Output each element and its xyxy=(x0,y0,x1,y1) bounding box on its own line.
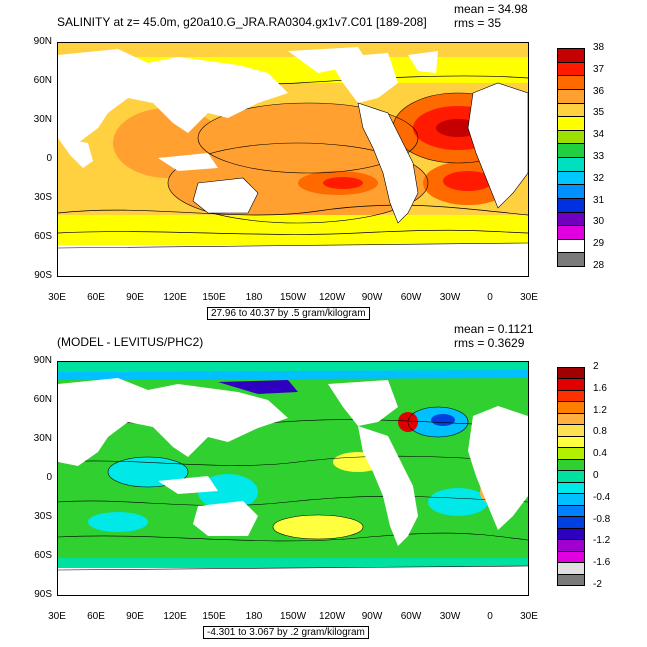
contour-range-info: 27.96 to 40.37 by .5 gram/kilogram xyxy=(207,307,370,320)
colorbar-segment xyxy=(557,102,585,118)
lon-label: 120W xyxy=(318,292,346,303)
colorbar-tick-label: 30 xyxy=(593,216,605,227)
colorbar-tick-label: 28 xyxy=(593,260,605,271)
lon-label: 30E xyxy=(48,611,66,622)
lon-label: 150W xyxy=(279,611,307,622)
lon-label: 90W xyxy=(361,611,383,622)
salinity-colorbar: 38 37 36 35 34 33 32 31 30 29 28 xyxy=(557,42,637,271)
lon-label: 180 xyxy=(245,292,263,303)
lon-label: 30W xyxy=(439,611,461,622)
colorbar-segment xyxy=(557,170,585,186)
lon-label: 90E xyxy=(126,292,144,303)
lat-label: 60N xyxy=(33,75,52,86)
difference-map xyxy=(57,361,529,596)
lat-label: 60S xyxy=(34,231,52,242)
colorbar-tick-label: 1.6 xyxy=(593,383,607,394)
lon-label: 120E xyxy=(163,611,187,622)
contour-range-info: -4.301 to 3.067 by .2 gram/kilogram xyxy=(203,626,369,639)
colorbar-tick-label: 35 xyxy=(593,107,605,118)
lat-label: 30N xyxy=(33,433,52,444)
colorbar-tick-label: 37 xyxy=(593,64,605,75)
lat-label: 0 xyxy=(46,472,52,483)
lat-label: 90N xyxy=(33,355,52,366)
panel-title: SALINITY at z= 45.0m, g20a10.G_JRA.RA030… xyxy=(57,15,427,29)
lat-label: 30N xyxy=(33,114,52,125)
mean-value: mean = 34.98 xyxy=(454,2,528,16)
colorbar-segment xyxy=(557,48,585,63)
lon-label: 90W xyxy=(361,292,383,303)
lon-label: 120E xyxy=(163,292,187,303)
lon-label: 120W xyxy=(318,611,346,622)
rms-value: rms = 35 xyxy=(454,16,502,30)
lon-label: 150E xyxy=(202,611,226,622)
lon-label: 90E xyxy=(126,611,144,622)
lon-label: 30E xyxy=(520,611,538,622)
colorbar-segment xyxy=(557,157,585,172)
lon-label: 60W xyxy=(400,292,422,303)
colorbar-segment xyxy=(557,61,585,77)
colorbar-tick-label: 38 xyxy=(593,42,605,53)
lat-label: 0 xyxy=(46,153,52,164)
colorbar-segment xyxy=(557,184,585,199)
colorbar-segment xyxy=(557,143,585,158)
colorbar-segment xyxy=(557,88,585,104)
colorbar-segment xyxy=(557,211,585,227)
colorbar-tick-label: -0.4 xyxy=(593,492,611,503)
lon-label: 150W xyxy=(279,292,307,303)
colorbar-tick-label: -2 xyxy=(593,579,602,590)
colorbar-segment xyxy=(557,129,585,145)
colorbar-tick-label: 0.8 xyxy=(593,426,607,437)
lat-label: 90N xyxy=(33,36,52,47)
lon-label: 30E xyxy=(48,292,66,303)
colorbar-tick-label: 34 xyxy=(593,129,605,140)
rms-value: rms = 0.3629 xyxy=(454,336,525,350)
colorbar-tick-label: 0.4 xyxy=(593,448,607,459)
lon-label: 30W xyxy=(439,292,461,303)
lon-label: 60W xyxy=(400,611,422,622)
lon-label: 60E xyxy=(87,292,105,303)
colorbar-segment xyxy=(557,116,585,131)
colorbar-segment xyxy=(557,573,585,586)
colorbar-tick-label: 32 xyxy=(593,173,605,184)
colorbar-tick-label: 33 xyxy=(593,151,605,162)
lon-label: 0 xyxy=(487,292,493,303)
lon-label: 180 xyxy=(245,611,263,622)
colorbar-segment xyxy=(557,252,585,267)
panel-title: (MODEL - LEVITUS/PHC2) xyxy=(57,335,204,349)
colorbar-tick-label: 31 xyxy=(593,195,605,206)
colorbar-segment xyxy=(557,238,585,254)
colorbar-tick-label: -0.8 xyxy=(593,514,611,525)
colorbar-tick-label: -1.2 xyxy=(593,535,611,546)
lon-label: 30E xyxy=(520,292,538,303)
salinity-map xyxy=(57,42,529,277)
lat-label: 90S xyxy=(34,589,52,600)
colorbar-tick-label: 36 xyxy=(593,86,605,97)
mean-value: mean = 0.1121 xyxy=(454,322,534,336)
lat-label: 30S xyxy=(34,511,52,522)
colorbar-tick-label: -1.6 xyxy=(593,557,611,568)
lat-label: 60S xyxy=(34,550,52,561)
lat-label: 60N xyxy=(33,394,52,405)
lon-label: 60E xyxy=(87,611,105,622)
colorbar-segment xyxy=(557,75,585,90)
colorbar-tick-label: 29 xyxy=(593,238,605,249)
colorbar-tick-label: 0 xyxy=(593,470,599,481)
lat-label: 90S xyxy=(34,270,52,281)
lat-label: 30S xyxy=(34,192,52,203)
lon-label: 0 xyxy=(487,611,493,622)
colorbar-segment xyxy=(557,225,585,240)
difference-colorbar: 2 1.6 1.2 0.8 0.4 0 -0.4 -0.8 -1.2 -1.6 -2 xyxy=(557,361,637,590)
colorbar-tick-label: 1.2 xyxy=(593,405,607,416)
colorbar-segment xyxy=(557,197,585,213)
lon-label: 150E xyxy=(202,292,226,303)
colorbar-tick-label: 2 xyxy=(593,361,599,372)
